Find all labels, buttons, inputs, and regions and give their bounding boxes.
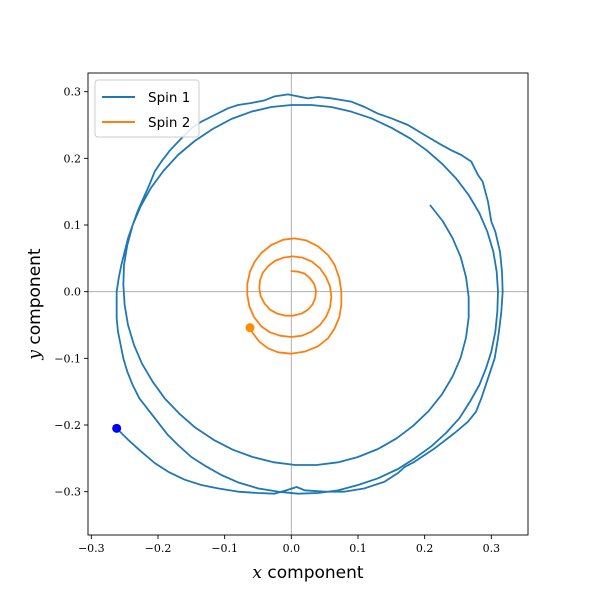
legend: Spin 1 Spin 2 (94, 79, 200, 138)
x-tick-label: −0.2 (145, 542, 172, 555)
series-line-spin-1 (115, 93, 504, 495)
y-tick-label: 0.0 (64, 286, 82, 299)
legend-label-spin-2: Spin 2 (148, 115, 190, 131)
x-tick-label: −0.1 (211, 542, 238, 555)
x-tick-label: −0.3 (78, 542, 105, 555)
axes-frame (87, 72, 529, 536)
y-axis-label-text: component (25, 248, 45, 350)
x-axis-label-text: component (262, 563, 364, 583)
y-tick-label: 0.3 (64, 86, 82, 99)
y-tick-label: 0.2 (64, 152, 82, 165)
series-marker-spin-1 (112, 423, 122, 433)
y-axis-ticks: −0.3 −0.2 −0.1 0.0 0.1 0.2 0.3 (54, 86, 88, 499)
x-tick-label: 0.3 (483, 542, 501, 555)
y-tick-label: −0.3 (54, 486, 81, 499)
x-tick-label: 0.1 (349, 542, 367, 555)
x-axis-label: x component (252, 563, 364, 583)
y-tick-label: 0.1 (64, 219, 82, 232)
y-axis-label-var: y (25, 350, 45, 361)
series-layer (112, 93, 504, 495)
y-tick-label: −0.1 (54, 352, 81, 365)
x-axis-ticks: −0.3 −0.2 −0.1 0.0 0.1 0.2 0.3 (78, 535, 500, 555)
y-axis-label: y component (25, 248, 45, 361)
y-tick-label: −0.2 (54, 419, 81, 432)
x-tick-label: 0.0 (283, 542, 301, 555)
x-tick-label: 0.2 (416, 542, 434, 555)
series-marker-spin-2 (245, 323, 255, 333)
reference-lines (88, 73, 528, 535)
series-line-spin-2 (246, 237, 343, 355)
legend-label-spin-1: Spin 1 (148, 90, 190, 106)
x-axis-label-var: x (252, 563, 262, 583)
